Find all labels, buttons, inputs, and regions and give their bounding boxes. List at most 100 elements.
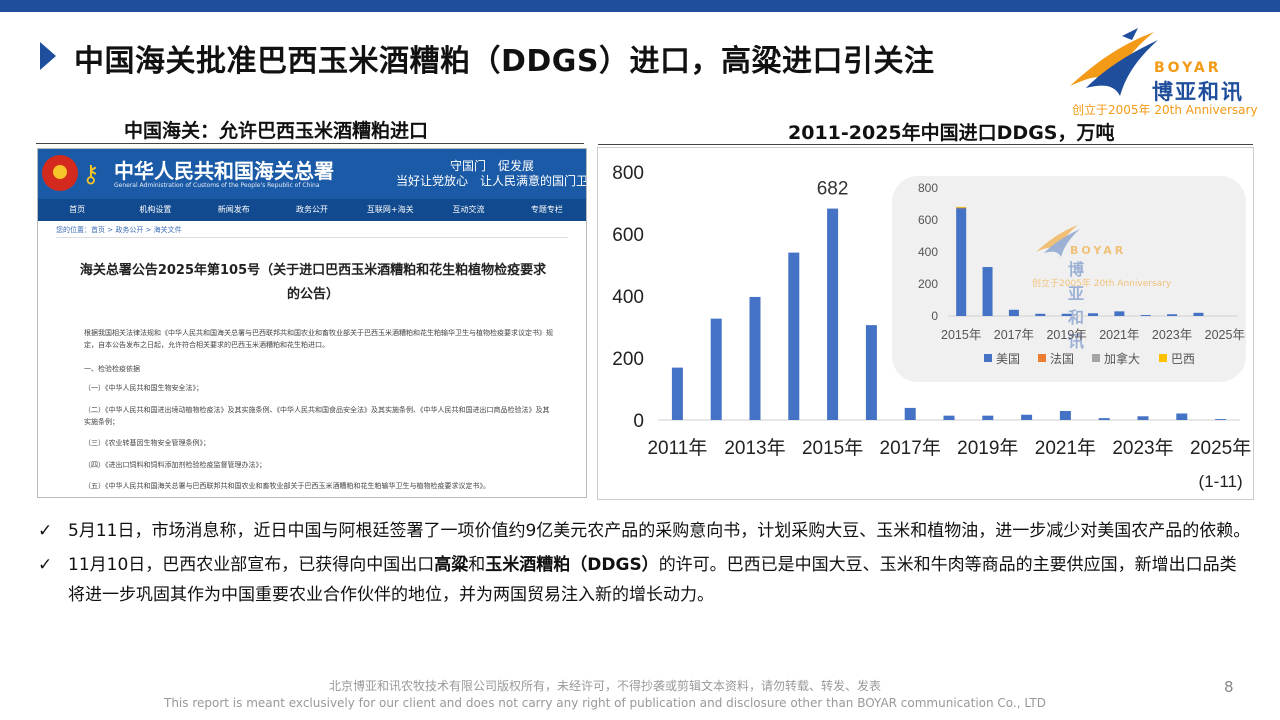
x-tick-label: 2023年 [1112, 437, 1173, 459]
inset-y-tick-label: 200 [918, 277, 938, 291]
y-tick-label: 400 [612, 287, 644, 308]
left-heading-rule [36, 143, 584, 144]
customs-article-paragraph: （三）《农业转基因生物安全管理条例》； [84, 439, 210, 447]
check-icon: ✓ [38, 521, 53, 541]
inset-bar-美国-2021年 [1114, 311, 1125, 316]
inset-y-tick-label: 400 [918, 245, 938, 259]
legend-label-法国: 法国 [1050, 352, 1074, 366]
y-tick-label: 200 [612, 349, 644, 370]
customs-emblem-icon: ⚷ [82, 160, 100, 188]
inset-bar-美国-2019年 [1061, 313, 1072, 316]
logo-chinese: 博亚和讯 [1152, 80, 1244, 104]
right-heading-rule [598, 144, 1253, 145]
bullet-text: 5月11日，市场消息称，近日中国与阿根廷签署了一项价值约9亿美元农产品的采购意向… [68, 521, 1251, 541]
y-tick-label: 800 [612, 163, 644, 184]
legend-swatch-美国 [984, 354, 992, 362]
inset-y-tick-label: 0 [931, 309, 938, 323]
logo-since: 创立于2005年 20th Anniversary [1072, 103, 1258, 117]
bar-2014年 [788, 252, 800, 420]
page-number: 8 [1224, 678, 1234, 696]
bullet-item: ✓ 5月11日，市场消息称，近日中国与阿根廷签署了一项价值约9亿美元农产品的采购… [38, 516, 1253, 546]
y-tick-label: 600 [612, 225, 644, 246]
bullet-text: 11月10日，巴西农业部宣布，已获得向中国出口 [68, 555, 435, 575]
x-tick-label: 2025年 [1190, 437, 1251, 459]
inset-x-tick-label: 2019年 [1046, 328, 1086, 342]
watermark-cn: 博亚和讯 [1068, 260, 1087, 351]
inset-x-tick-label: 2017年 [994, 328, 1034, 342]
bullet-list: ✓ 5月11日，市场消息称，近日中国与阿根廷签署了一项价值约9亿美元农产品的采购… [38, 516, 1253, 614]
footer-copyright-en: This report is meant exclusively for our… [164, 696, 1046, 710]
customs-header: ⚷ 中华人民共和国海关总署 General Administration of … [38, 149, 586, 199]
bar-2024年 [1176, 413, 1188, 420]
customs-article-paragraph: （四）《进出口饲料和饲料添加剂检验检疫监督管理办法》； [84, 461, 266, 469]
inset-bar-美国-2023年 [1167, 314, 1178, 316]
inset-x-tick-label: 2023年 [1152, 328, 1192, 342]
inset-x-tick-label: 2015年 [941, 328, 981, 342]
bar-2012年 [710, 318, 722, 420]
x-tick-label: 2017年 [880, 437, 941, 459]
customs-org-name-en: General Administration of Customs of the… [114, 182, 320, 189]
customs-nav-item[interactable]: 政务公开 [295, 205, 328, 214]
legend-swatch-法国 [1038, 354, 1046, 362]
inset-bar-美国-2016年 [982, 267, 993, 316]
bar-2013年 [749, 296, 761, 420]
customs-nav-item[interactable]: 专题专栏 [530, 205, 563, 214]
bullet-text: 和 [468, 555, 486, 575]
customs-nav-item[interactable]: 机构设置 [139, 205, 172, 214]
inset-bar-美国-2024年 [1193, 312, 1204, 316]
slide-title: 中国海关批准巴西玉米酒糟粕（DDGS）进口，高粱进口引关注 [74, 44, 935, 79]
bar-2019年 [982, 415, 994, 420]
country-inset-panel: BOYAR 博亚和讯 创立于2005年 20th Anniversary 0 20… [892, 176, 1246, 382]
customs-nav: 首页 机构设置 新闻发布 政务公开 互联网+海关 互动交流 专题专栏 [38, 199, 586, 221]
x-tick-note: (1-11) [1199, 472, 1243, 491]
bullet-emphasis: 高粱 [434, 555, 469, 575]
customs-article-paragraph: （二）《中华人民共和国进出境动植物检疫法》及其实施条例、《中华人民共和国食品安全… [84, 406, 550, 426]
bullet-emphasis: 玉米酒糟粕（DDGS） [485, 555, 659, 575]
customs-slogan-line1: 守国门 促发展 [450, 159, 535, 173]
inset-y-tick-label: 600 [918, 213, 938, 227]
customs-slogan-line2: 当好让党放心 让人民满意的国门卫士 [396, 174, 587, 188]
bar-2018年 [943, 415, 955, 420]
bar-2025年 [1215, 419, 1227, 420]
customs-website-screenshot: ⚷ 中华人民共和国海关总署 General Administration of … [37, 148, 587, 498]
bird-logo-icon [1070, 28, 1158, 96]
footer-copyright-cn: 北京博亚和讯农牧技术有限公司版权所有，未经许可，不得抄袭或剪辑文本资料，请勿转载… [328, 679, 881, 693]
bar-2023年 [1137, 416, 1149, 420]
inset-bar-美国-2015年 [956, 207, 967, 316]
customs-nav-item[interactable]: 互动交流 [452, 205, 485, 214]
x-tick-label: 2011年 [647, 437, 707, 459]
x-tick-label: 2021年 [1035, 437, 1096, 459]
bar-2021年 [1059, 411, 1071, 420]
data-label: 682 [817, 179, 849, 200]
x-tick-label: 2015年 [802, 437, 863, 459]
bullet-text: 的许可。巴西已是中国大豆、玉米和牛肉等商品的主要供应国，新增出口品类将进一步巩固… [68, 555, 1237, 605]
legend-label-巴西: 巴西 [1171, 352, 1195, 366]
customs-article-paragraph: 根据我国相关法律法规和《中华人民共和国海关总署与巴西联邦共和国农业和畜牧业部关于… [84, 329, 553, 349]
bar-2017年 [904, 407, 916, 420]
inset-bar-美国-2022年 [1140, 315, 1151, 316]
bar-2020年 [1021, 414, 1033, 420]
legend-swatch-加拿大 [1092, 354, 1100, 362]
inset-bar-美国-2017年 [1008, 309, 1019, 316]
customs-article-paragraph: 一、检验检疫依据 [84, 365, 140, 373]
customs-nav-item[interactable]: 新闻发布 [217, 205, 250, 214]
customs-breadcrumb[interactable]: 您的位置：首页 > 政务公开 > 海关文件 [56, 226, 182, 234]
customs-nav-item[interactable]: 互联网+海关 [366, 205, 414, 214]
bullet-item: ✓ 11月10日，巴西农业部宣布，已获得向中国出口高粱和玉米酒糟粕（DDGS）的… [38, 550, 1253, 610]
inset-bar-巴西-2015年 [956, 206, 967, 208]
ddgs-chart-panel: 0 200 400 600 800 682 2011年 2013年 2015年 2017年 2019… [597, 147, 1254, 500]
top-accent-bar [0, 0, 1280, 12]
check-icon: ✓ [38, 555, 53, 575]
ddgs-inset-chart: 0 200 400 600 800 2015年 2017年 2019年 2021年 2023年 20… [918, 181, 1245, 366]
national-emblem-icon [42, 155, 78, 191]
customs-nav-item[interactable]: 首页 [69, 205, 86, 214]
inset-bar-美国-2018年 [1035, 313, 1046, 316]
logo-english: BOYAR [1154, 60, 1222, 76]
legend-swatch-巴西 [1159, 354, 1167, 362]
y-tick-label: 0 [633, 411, 644, 432]
left-panel-heading: 中国海关：允许巴西玉米酒糟粕进口 [124, 120, 429, 142]
customs-article-paragraph: （一）《中华人民共和国生物安全法》； [84, 384, 203, 392]
bar-2015年 [827, 208, 839, 420]
legend-label-加拿大: 加拿大 [1104, 351, 1140, 366]
x-tick-label: 2013年 [724, 437, 785, 459]
